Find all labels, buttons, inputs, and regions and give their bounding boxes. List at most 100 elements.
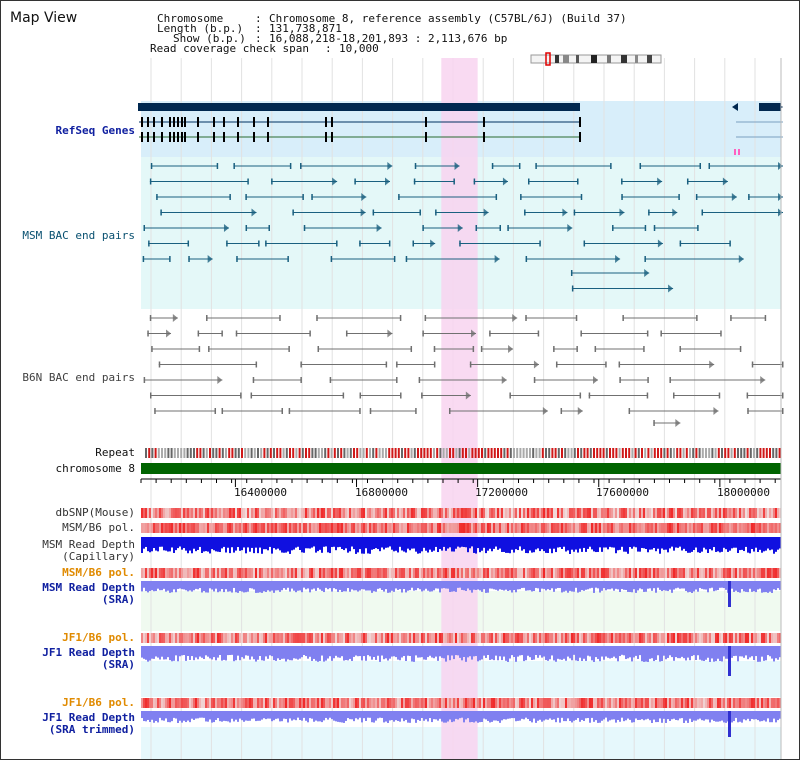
msm-sra-depth-bar — [507, 581, 509, 592]
dbsnp-heat-cell — [173, 508, 175, 518]
track-label-jf1-b6-pol-1[interactable]: JF1/B6 pol. — [62, 631, 135, 644]
msm-b6-pol2-heat-cell — [343, 568, 345, 578]
msm-sra-depth-bar — [721, 581, 723, 588]
jf1-b6-pol-heat-cell — [403, 633, 405, 643]
msm-capillary-depth-bar — [669, 537, 671, 549]
jf1-b6-pol-heat-cell — [565, 633, 567, 643]
jf1-b6-pol2-heat-cell — [229, 698, 231, 708]
jf1-trimmed-depth-bar — [663, 711, 665, 719]
jf1-sra-depth-bar — [501, 646, 503, 661]
track-label-msm-depth-sra[interactable]: MSM Read Depth (SRA) — [42, 581, 135, 606]
msm-b6-pol2-heat-cell — [359, 568, 361, 578]
msm-b6-pol-heat-cell — [259, 523, 261, 533]
repeat-mark — [698, 448, 701, 458]
dbsnp-heat-cell — [751, 508, 753, 518]
track-label-chromosome[interactable]: chromosome 8 — [55, 462, 135, 475]
jf1-trimmed-depth-bar — [173, 711, 175, 718]
msm-b6-pol-heat-cell — [243, 523, 245, 533]
jf1-b6-pol-heat-cell — [461, 633, 463, 643]
msm-b6-pol-heat-cell — [225, 523, 227, 533]
jf1-sra-depth-bar — [317, 646, 319, 662]
track-label-msm-bac[interactable]: MSM BAC end pairs — [22, 229, 135, 242]
msm-sra-depth-bar — [231, 581, 233, 593]
jf1-b6-pol-heat-cell — [211, 633, 213, 643]
msm-capillary-depth-bar — [541, 537, 543, 550]
jf1-sra-depth-bar — [175, 646, 177, 656]
jf1-trimmed-depth-bar — [631, 711, 633, 723]
track-label-msm-b6-pol-1[interactable]: MSM/B6 pol. — [62, 521, 135, 534]
jf1-b6-pol-heat-cell — [141, 633, 143, 643]
jf1-b6-pol-heat-cell — [509, 633, 511, 643]
jf1-b6-pol2-heat-cell — [309, 698, 311, 708]
jf1-b6-pol-heat-cell — [315, 633, 317, 643]
jf1-b6-pol2-heat-cell — [545, 698, 547, 708]
track-label-b6n-bac[interactable]: B6N BAC end pairs — [22, 371, 135, 384]
repeat-mark — [717, 448, 720, 458]
b6n-bac-pair-end — [359, 408, 361, 414]
msm-b6-pol-heat-cell — [415, 523, 417, 533]
track-label-jf1-b6-pol-2[interactable]: JF1/B6 pol. — [62, 696, 135, 709]
jf1-trimmed-depth-bar — [177, 711, 179, 723]
jf1-b6-pol-heat-cell — [481, 633, 483, 643]
msm-sra-depth-bar — [517, 581, 519, 590]
b6n-bac-pair-end — [555, 361, 558, 368]
repeat-mark — [554, 448, 557, 458]
msm-capillary-depth-bar — [583, 537, 585, 548]
jf1-b6-pol2-heat-cell — [279, 698, 281, 708]
msm-capillary-depth-bar — [591, 537, 593, 550]
msm-b6-pol-heat-cell — [667, 523, 669, 533]
jf1-sra-depth-bar — [187, 646, 189, 656]
jf1-trimmed-depth-bar — [487, 711, 489, 721]
track-label-dbsnp[interactable]: dbSNP(Mouse) — [55, 506, 135, 519]
msm-b6-pol2-heat-cell — [211, 568, 213, 578]
msm-b6-pol2-heat-cell — [621, 568, 623, 578]
msm-b6-pol-heat-cell — [223, 523, 225, 533]
jf1-b6-pol-heat-cell — [157, 633, 159, 643]
dbsnp-heat-cell — [199, 508, 201, 518]
msm-b6-pol2-heat-cell — [341, 568, 343, 578]
dbsnp-heat-cell — [153, 508, 155, 518]
jf1-b6-pol-heat-cell — [617, 633, 619, 643]
jf1-trimmed-depth-bar — [591, 711, 593, 718]
jf1-b6-pol-heat-cell — [425, 633, 427, 643]
msm-sra-depth-bar — [291, 581, 293, 589]
jf1-trimmed-depth-bar — [265, 711, 267, 720]
jf1-b6-pol-heat-cell — [621, 633, 623, 643]
msm-capillary-depth-bar — [493, 537, 495, 549]
jf1-b6-pol-heat-cell — [207, 633, 209, 643]
msm-capillary-depth-bar — [723, 537, 725, 548]
dbsnp-heat-cell — [257, 508, 259, 518]
jf1-trimmed-depth-bar — [715, 711, 717, 722]
msm-capillary-depth-bar — [609, 537, 611, 547]
jf1-b6-pol-heat-cell — [291, 633, 293, 643]
jf1-sra-depth-bar — [445, 646, 447, 662]
repeat-mark — [397, 448, 400, 458]
msm-b6-pol-heat-cell — [623, 523, 625, 533]
jf1-trimmed-depth-bar — [355, 711, 357, 719]
track-label-jf1-depth-sra[interactable]: JF1 Read Depth (SRA) — [42, 646, 135, 671]
msm-capillary-depth-bar — [545, 537, 547, 553]
msm-b6-pol2-heat-cell — [515, 568, 517, 578]
msm-capillary-depth-bar — [157, 537, 159, 552]
msm-b6-pol-heat-cell — [645, 523, 647, 533]
dbsnp-heat-cell — [365, 508, 367, 518]
track-label-repeat[interactable]: Repeat — [95, 446, 135, 459]
track-label-refseq-genes[interactable]: RefSeq Genes — [55, 124, 135, 137]
track-label-jf1-depth-trimmed[interactable]: JF1 Read Depth (SRA trimmed) — [42, 711, 135, 736]
jf1-sra-depth-bar — [745, 646, 747, 656]
jf1-b6-pol2-heat-cell — [723, 698, 725, 708]
jf1-trimmed-depth-bar — [471, 711, 473, 722]
dbsnp-heat-cell — [519, 508, 521, 518]
dbsnp-heat-cell — [207, 508, 209, 518]
repeat-mark — [362, 448, 365, 458]
ideogram-band — [621, 55, 627, 63]
jf1-b6-pol2-heat-cell — [359, 698, 361, 708]
track-label-msm-b6-pol-2[interactable]: MSM/B6 pol. — [62, 566, 135, 579]
track-label-msm-depth-capillary[interactable]: MSM Read Depth (Capillary) — [42, 538, 135, 563]
b6n-bac-pair-arrow — [508, 345, 514, 353]
b6n-bac-pair-end — [433, 346, 436, 352]
jf1-b6-pol-heat-cell — [341, 633, 343, 643]
repeat-mark — [577, 448, 579, 458]
msm-capillary-depth-bar — [457, 537, 459, 547]
